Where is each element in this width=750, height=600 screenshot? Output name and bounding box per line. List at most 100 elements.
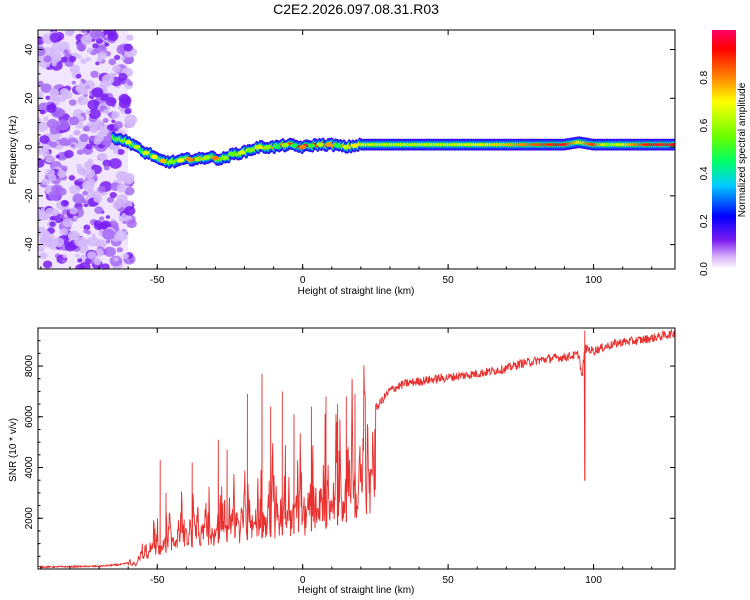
- colorbar: 0.0 0.2 0.4 0.6 0.8 Normalized spectral ampl…: [699, 30, 748, 276]
- noise-blob: [109, 191, 117, 199]
- snr-frame: [37, 327, 676, 570]
- noise-blob: [68, 175, 76, 181]
- noise-blob: [103, 165, 110, 171]
- noise-blob: [85, 178, 96, 187]
- noise-blob: [110, 111, 120, 119]
- noise-blob: [38, 141, 41, 146]
- noise-blob: [81, 79, 87, 84]
- colorbar-tick-label: 0.4: [699, 166, 710, 180]
- spectrogram-panel: -50 0 50 100 -40 -20 0 20 40 Height of straight…: [8, 29, 676, 297]
- noise-blob: [82, 190, 88, 196]
- ridge-blob: [185, 157, 193, 162]
- noise-blob: [45, 207, 55, 216]
- noise-blob: [116, 247, 123, 253]
- noise-blob: [38, 46, 46, 57]
- noise-blob: [94, 257, 100, 263]
- noise-blob: [49, 50, 62, 62]
- noise-blob: [87, 251, 97, 260]
- noise-blob: [38, 158, 45, 168]
- x-tick-label: 50: [443, 275, 455, 286]
- spectral-ridge: [111, 131, 675, 169]
- ridge-blob: [159, 158, 167, 164]
- noise-blob: [58, 95, 67, 103]
- ridge-blob: [177, 158, 185, 163]
- noise-blob: [69, 207, 78, 215]
- noise-blob: [80, 58, 87, 64]
- x-tick-label: 50: [443, 575, 455, 586]
- noise-blob: [49, 216, 55, 221]
- noise-blob: [90, 30, 103, 40]
- noise-blob: [109, 158, 122, 169]
- noise-blob: [51, 184, 64, 195]
- noise-blob: [102, 228, 116, 240]
- ridge-blob: [264, 144, 272, 150]
- noise-blob: [62, 218, 73, 228]
- ridge-blob: [133, 144, 141, 150]
- ridge-blob: [316, 142, 324, 147]
- noise-blob: [83, 228, 89, 234]
- ridge-blob: [211, 155, 219, 161]
- snr-x-ticks: -50 0 50 100: [40, 328, 653, 586]
- noise-blob: [38, 117, 42, 123]
- noise-blob: [75, 264, 85, 269]
- noise-speckles: [38, 30, 138, 269]
- ridge-blob: [142, 150, 150, 155]
- snr-y-label: SNR (10 * v/v): [8, 418, 19, 482]
- x-tick-label: -50: [150, 575, 165, 586]
- noise-blob: [107, 112, 112, 117]
- noise-blob: [42, 260, 53, 269]
- noise-blob: [64, 142, 69, 146]
- ridge-blob: [220, 155, 228, 161]
- noise-blob: [77, 95, 89, 106]
- noise-blob: [63, 49, 70, 55]
- noise-blob: [45, 156, 54, 164]
- ridge-blob: [325, 142, 333, 147]
- noise-blob: [88, 108, 101, 119]
- noise-blob: [85, 143, 93, 150]
- noise-blob: [126, 34, 134, 41]
- noise-blob: [57, 170, 67, 178]
- noise-blob: [82, 168, 95, 179]
- noise-blob: [56, 119, 70, 131]
- colorbar-tick-label: 0.8: [699, 70, 710, 84]
- noise-blob: [38, 91, 44, 98]
- noise-blob: [105, 239, 111, 244]
- noise-blob: [76, 54, 82, 59]
- spectrogram-frame: [37, 29, 676, 270]
- y-tick-label: -20: [24, 188, 35, 203]
- noise-blob: [93, 195, 103, 203]
- noise-blob: [103, 246, 116, 257]
- noise-blob: [85, 56, 91, 62]
- x-tick-label: 100: [585, 575, 602, 586]
- noise-blob: [68, 55, 77, 63]
- noise-blob: [83, 224, 91, 231]
- ridge-blob: [255, 144, 263, 150]
- noise-blob: [71, 80, 77, 85]
- snr-series-line: [38, 329, 675, 569]
- noise-blob: [104, 42, 110, 47]
- noise-blob: [39, 109, 46, 115]
- noise-blob: [75, 130, 81, 134]
- noise-blob: [111, 64, 121, 73]
- noise-blob: [87, 99, 100, 111]
- noise-blob: [84, 161, 91, 167]
- y-tick-label: 8000: [24, 354, 35, 377]
- noise-blob: [64, 150, 74, 159]
- colorbar-tick-label: 0.2: [699, 214, 710, 228]
- spectrogram-x-ticks: -50 0 50 100: [40, 30, 653, 286]
- noise-blob: [72, 193, 85, 204]
- x-tick-label: 100: [585, 275, 602, 286]
- noise-blob: [113, 257, 119, 262]
- noise-blob: [46, 104, 57, 113]
- noise-blob: [98, 153, 108, 161]
- noise-blob: [87, 236, 99, 247]
- noise-blob: [101, 74, 115, 85]
- noise-blob: [107, 31, 119, 42]
- noise-blob: [94, 206, 104, 214]
- ridge-blob: [246, 147, 254, 153]
- noise-blob: [60, 199, 69, 207]
- noise-blob: [120, 217, 126, 222]
- noise-blob: [61, 259, 67, 264]
- noise-blob: [106, 196, 115, 203]
- chart-title: C2E2.2026.097.08.31.R03: [273, 1, 439, 17]
